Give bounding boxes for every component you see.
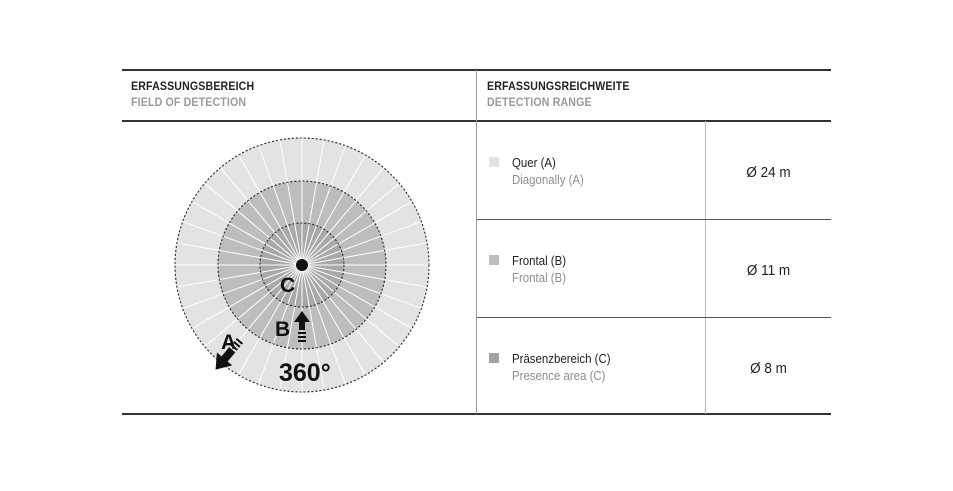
label-c: C xyxy=(280,274,295,297)
row-label: Frontal (B) Frontal (B) xyxy=(512,252,566,286)
sensor-center-dot xyxy=(296,259,308,271)
header-field-of-detection: ERFASSUNGSBEREICH FIELD OF DETECTION xyxy=(131,79,254,109)
spoke-line xyxy=(301,242,428,266)
spoke-line xyxy=(301,182,400,266)
spoke-line xyxy=(301,145,346,266)
spoke-line xyxy=(301,154,366,266)
spoke-line xyxy=(191,264,303,329)
color-swatch xyxy=(489,255,499,265)
spoke-line xyxy=(279,264,303,391)
table-bottom-rule xyxy=(122,413,831,415)
spoke-line xyxy=(301,264,346,385)
spoke-line xyxy=(182,264,303,309)
value-column-divider xyxy=(705,121,706,414)
spoke-line xyxy=(301,264,400,348)
header-en: FIELD OF DETECTION xyxy=(131,95,247,109)
row-divider xyxy=(477,317,831,318)
label-360: 360° xyxy=(279,359,331,387)
row-label: Quer (A) Diagonally (A) xyxy=(512,154,584,188)
color-swatch xyxy=(489,157,499,167)
spoke-line xyxy=(301,167,385,266)
label-b: B xyxy=(275,318,290,341)
spoke-line xyxy=(301,221,422,266)
label-en: Frontal (B) xyxy=(512,270,567,285)
header-en: DETECTION RANGE xyxy=(487,95,592,109)
range-value: Ø 8 m xyxy=(750,360,787,377)
spoke-line xyxy=(176,264,303,288)
range-value: Ø 24 m xyxy=(746,164,791,181)
header-de: ERFASSUNGSREICHWEITE xyxy=(487,79,630,93)
label-de: Präsenzbereich (C) xyxy=(512,351,611,366)
table-row-presence: Präsenzbereich (C) Presence area (C) Ø 8 … xyxy=(477,318,831,415)
label-de: Frontal (B) xyxy=(512,253,567,268)
spoke-line xyxy=(238,264,303,376)
frontal-arrow-icon xyxy=(294,311,310,342)
header-de: ERFASSUNGSBEREICH xyxy=(131,79,255,93)
inner-dashed-border xyxy=(259,222,345,308)
table-row-diagonally: Quer (A) Diagonally (A) Ø 24 m xyxy=(477,122,831,219)
range-value: Ø 11 m xyxy=(746,262,791,279)
spoke-line xyxy=(301,264,422,309)
spoke-line xyxy=(301,264,325,391)
label-en: Diagonally (A) xyxy=(512,172,584,187)
spoke-line xyxy=(301,264,385,363)
spoke-line xyxy=(301,264,413,329)
spoke-line xyxy=(176,242,303,266)
column-divider xyxy=(476,70,477,414)
spoke-line xyxy=(301,264,428,288)
spoke-line xyxy=(191,201,303,266)
table-row-frontal: Frontal (B) Frontal (B) Ø 11 m xyxy=(477,220,831,317)
row-label: Präsenzbereich (C) Presence area (C) xyxy=(512,350,611,384)
color-swatch xyxy=(489,353,499,363)
spoke-line xyxy=(301,201,413,266)
spoke-line xyxy=(182,221,303,266)
row-divider xyxy=(477,219,831,220)
diagonal-arrow-icon xyxy=(215,337,244,370)
label-a: A xyxy=(221,331,236,354)
spoke-line xyxy=(258,264,303,385)
spoke-line xyxy=(279,139,303,266)
label-en: Presence area (C) xyxy=(512,368,606,383)
spoke-line xyxy=(301,139,325,266)
spoke-line xyxy=(204,264,303,348)
middle-dashed-border xyxy=(217,180,387,350)
spoke-line xyxy=(258,145,303,266)
label-de: Quer (A) xyxy=(512,155,556,170)
spoke-line xyxy=(238,154,303,266)
spoke-line xyxy=(219,167,303,266)
outer-dashed-border xyxy=(174,137,430,393)
spoke-line xyxy=(301,264,366,376)
spoke-line xyxy=(204,182,303,266)
header-detection-range: ERFASSUNGSREICHWEITE DETECTION RANGE xyxy=(487,79,630,109)
